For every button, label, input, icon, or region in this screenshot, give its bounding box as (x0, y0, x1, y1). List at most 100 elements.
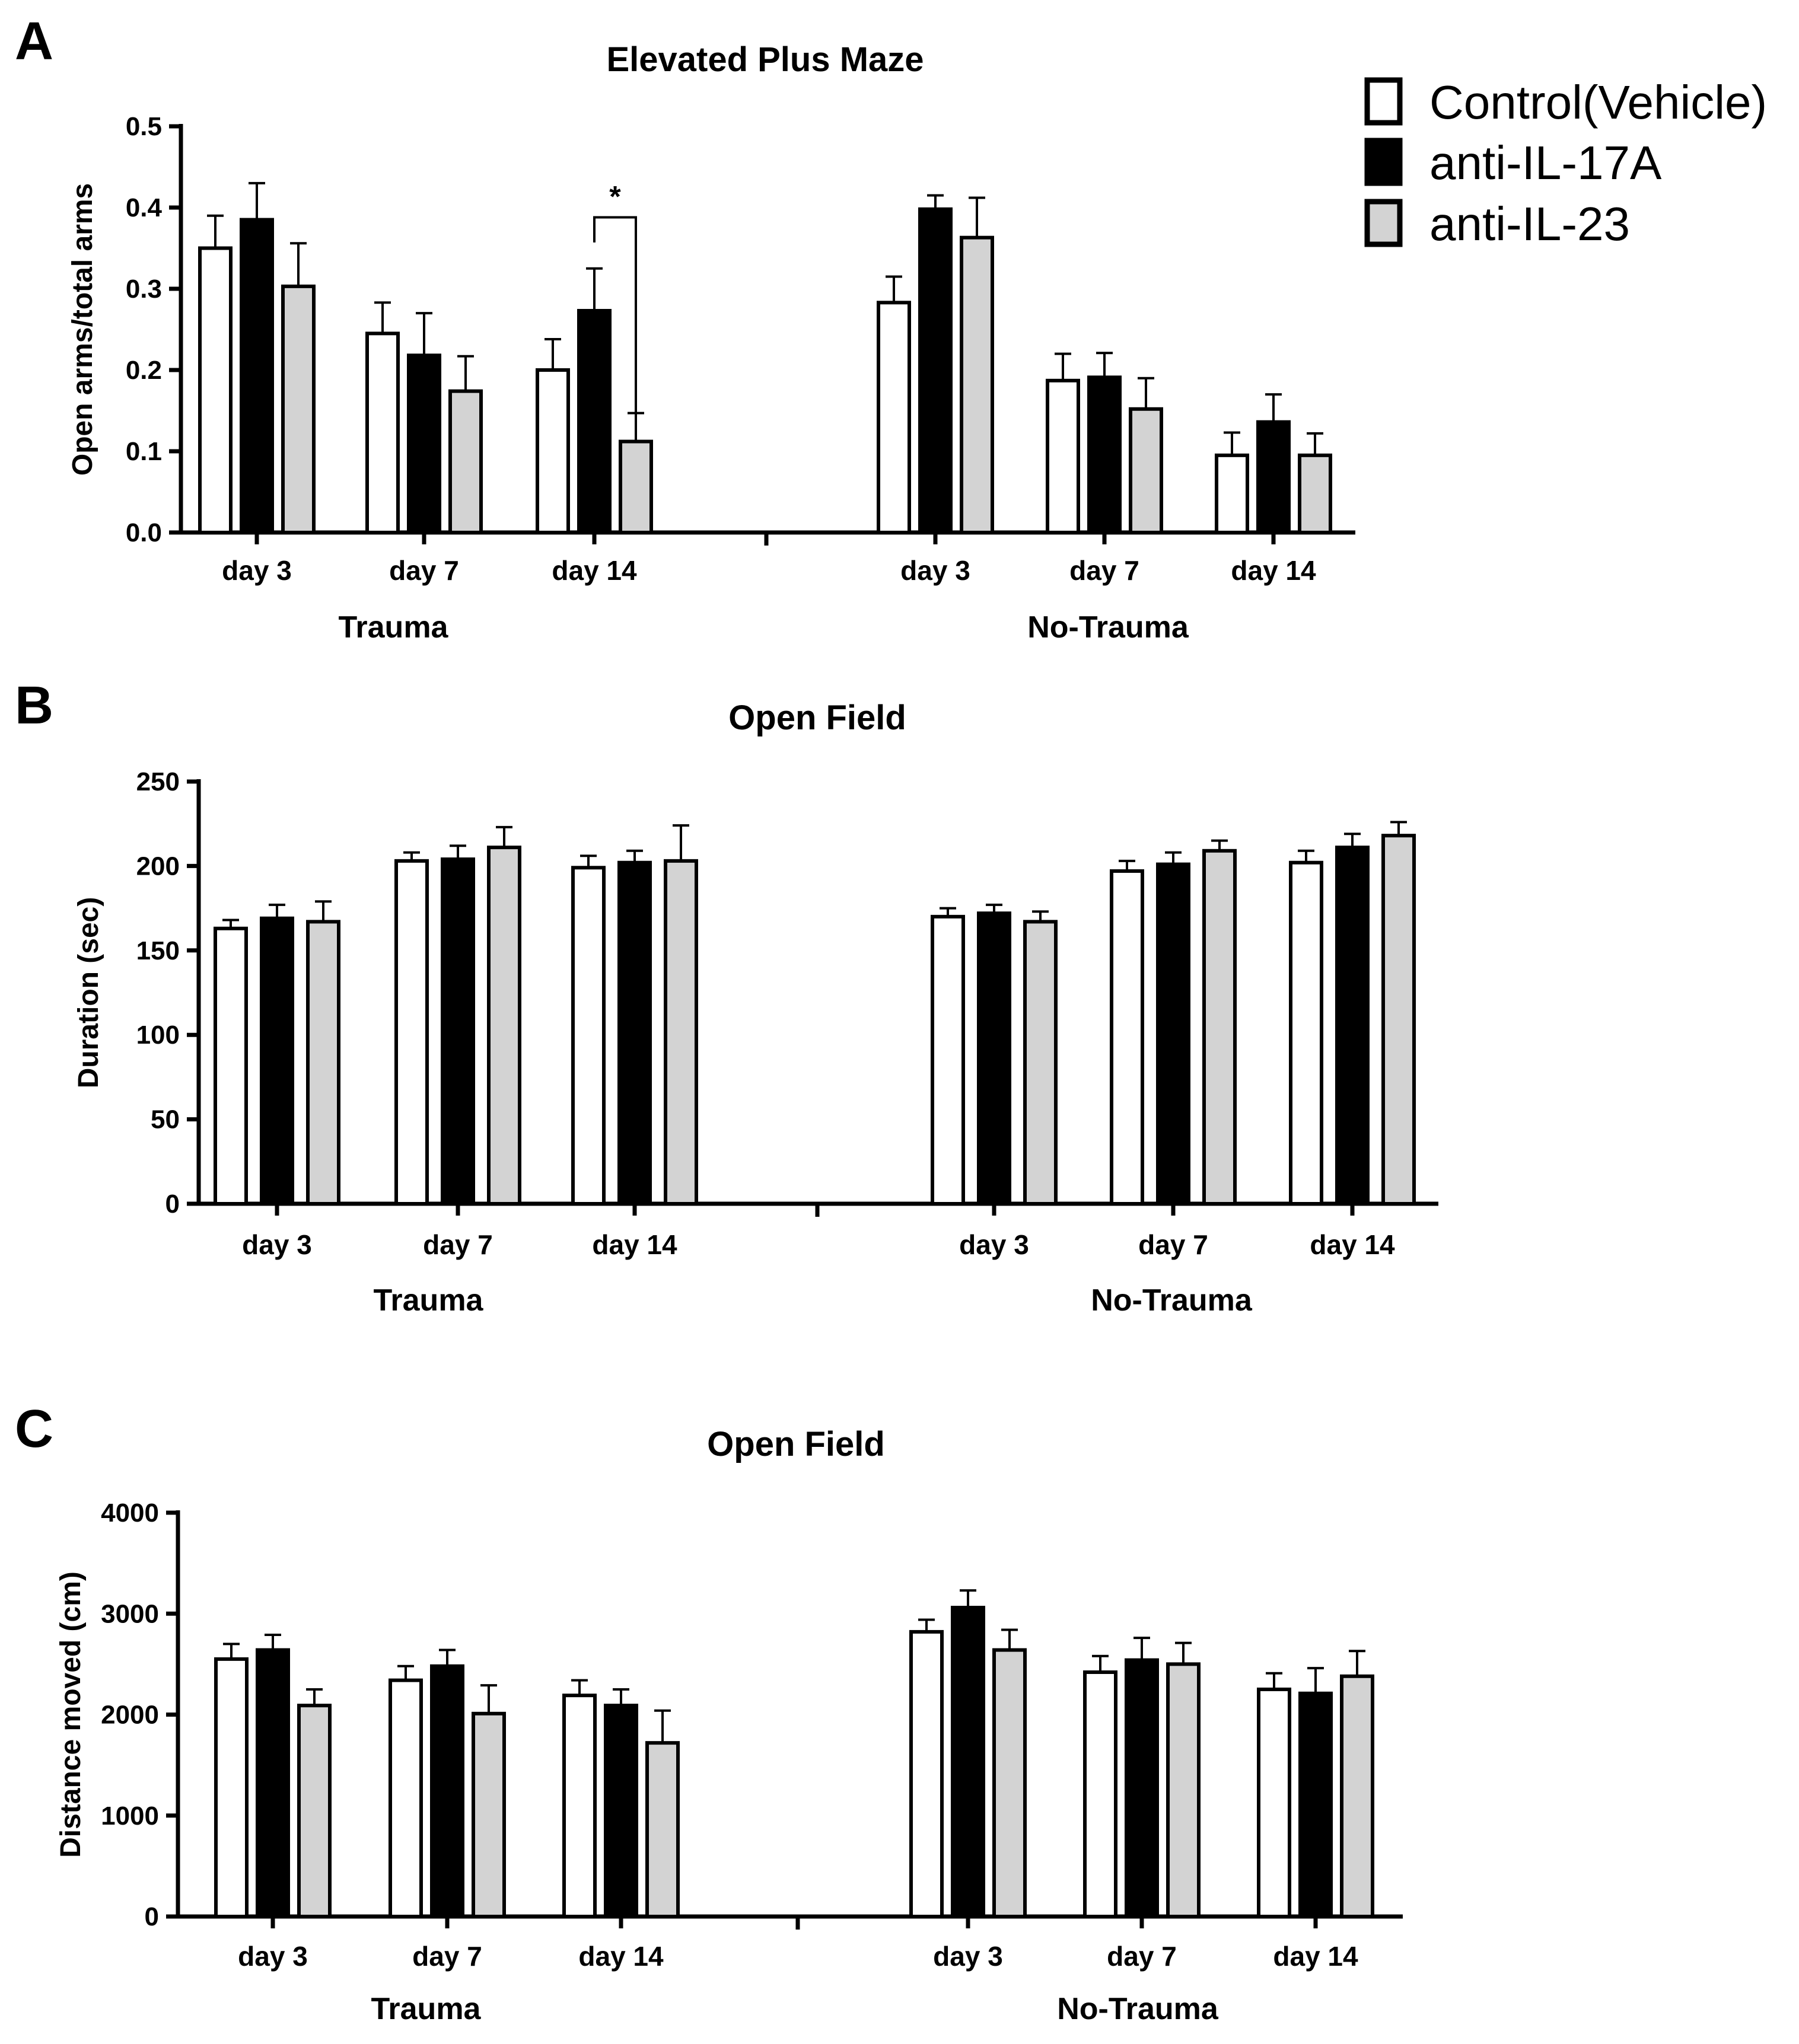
y-tick-label: 2000 (101, 1701, 159, 1730)
legend-swatch-anti-il-17a (1364, 138, 1403, 186)
bar-anti-il-17a (1335, 846, 1370, 1206)
panel-letter-c: C (15, 1399, 53, 1459)
bar-control (1257, 1687, 1291, 1918)
bar-anti-il-23 (281, 284, 316, 534)
bar-anti-il-17a (1256, 420, 1291, 534)
bar-anti-il-17a (1125, 1658, 1159, 1918)
bar-anti-il-17a (430, 1664, 464, 1919)
y-axis-label: Duration (sec) (73, 897, 104, 1089)
bar-anti-il-23 (645, 1741, 680, 1918)
y-tick-label: 150 (136, 936, 180, 965)
bar-anti-il-17a (256, 1648, 290, 1919)
bar-anti-il-23 (1166, 1662, 1201, 1918)
x-group-label: Trauma (371, 1992, 482, 2026)
x-category-label: day 14 (578, 1941, 664, 1972)
x-category-label: day 7 (423, 1229, 493, 1260)
y-axis-label: Open arms/total arms (67, 183, 98, 476)
x-category-label: day 7 (412, 1941, 482, 1972)
y-tick-label: 0 (165, 1190, 180, 1219)
y-tick-label: 100 (136, 1021, 180, 1050)
y-tick-label: 0.3 (126, 275, 162, 304)
bar-anti-il-17a (407, 353, 441, 535)
legend-swatch-control (1364, 77, 1403, 126)
panel-letter-a: A (15, 12, 53, 71)
x-group-label: Trauma (374, 1283, 484, 1318)
bar-control (1215, 453, 1249, 534)
bar-control (394, 859, 429, 1206)
bar-control (909, 1630, 944, 1919)
x-category-label: day 3 (900, 555, 970, 586)
x-category-label: day 7 (1107, 1941, 1177, 1972)
y-tick-label: 250 (136, 767, 180, 796)
bar-anti-il-17a (260, 916, 294, 1206)
x-category-label: day 7 (1138, 1229, 1208, 1260)
bar-anti-il-17a (577, 308, 612, 534)
x-group-label: No-Trauma (1091, 1283, 1253, 1318)
bar-control (214, 1657, 249, 1919)
bar-control (877, 301, 911, 534)
bar-anti-il-23 (306, 920, 340, 1206)
y-tick-label: 0.1 (126, 437, 162, 466)
significance-marker: * (609, 180, 621, 213)
x-category-label: day 3 (242, 1229, 312, 1260)
bar-anti-il-23 (1202, 849, 1237, 1206)
bar-control (214, 926, 248, 1206)
bar-anti-il-23 (960, 235, 994, 534)
x-category-label: day 7 (1069, 555, 1139, 586)
x-category-label: day 7 (389, 555, 459, 586)
y-tick-label: 0 (145, 1902, 159, 1931)
bar-anti-il-17a (240, 218, 274, 534)
bar-anti-il-23 (992, 1648, 1027, 1919)
y-tick-label: 4000 (101, 1498, 159, 1528)
legend-label-anti-il-17a: anti-IL-17A (1429, 136, 1662, 189)
x-category-label: day 14 (1310, 1229, 1395, 1260)
y-tick-label: 0.4 (126, 193, 163, 222)
x-category-label: day 14 (1231, 555, 1316, 586)
x-group-label: No-Trauma (1057, 1992, 1219, 2026)
bar-control (571, 866, 606, 1206)
x-category-label: day 3 (933, 1941, 1003, 1972)
y-tick-label: 200 (136, 852, 180, 881)
bar-anti-il-17a (1298, 1691, 1333, 1919)
bar-anti-il-23 (1023, 920, 1058, 1206)
y-tick-label: 0.2 (126, 356, 162, 385)
bar-anti-il-23 (448, 389, 483, 534)
bar-control (1083, 1670, 1117, 1919)
bar-anti-il-17a (604, 1704, 638, 1918)
bar-control (1289, 860, 1323, 1206)
y-tick-label: 1000 (101, 1801, 159, 1831)
bar-anti-il-23 (1340, 1674, 1374, 1918)
bar-control (198, 246, 233, 534)
bar-anti-il-23 (472, 1711, 506, 1919)
x-category-label: day 3 (959, 1229, 1029, 1260)
bar-control (931, 914, 965, 1206)
bar-anti-il-23 (1298, 453, 1332, 534)
bar-anti-il-17a (1156, 862, 1190, 1206)
chart-elevated-plus-maze: Elevated Plus Maze Open arms/total arms 0.… (67, 40, 1355, 645)
x-group-label: Trauma (339, 610, 449, 645)
bar-anti-il-23 (1129, 407, 1163, 535)
y-axis-label: Distance moved (cm) (55, 1571, 87, 1858)
y-tick-label: 50 (151, 1105, 180, 1134)
x-category-label: day 14 (1273, 1941, 1358, 1972)
bar-control (1110, 869, 1144, 1206)
y-tick-label: 0.5 (126, 112, 162, 141)
y-tick-label: 0.0 (126, 518, 162, 547)
x-group-label: No-Trauma (1027, 610, 1189, 645)
bar-anti-il-23 (297, 1704, 332, 1918)
bar-control (536, 368, 570, 534)
x-category-label: day 14 (552, 555, 637, 586)
bar-anti-il-23 (664, 859, 698, 1206)
bar-anti-il-23 (487, 846, 521, 1206)
legend-label-control: Control(Vehicle) (1429, 76, 1767, 129)
chart-open-field-distance: Open Field Distance moved (cm) 0 1000 2000 30… (55, 1425, 1403, 2026)
panel-letter-b: B (15, 676, 53, 735)
x-category-label: day 3 (238, 1941, 308, 1972)
bar-anti-il-17a (617, 860, 652, 1206)
bar-anti-il-17a (441, 857, 475, 1206)
y-tick-label: 3000 (101, 1599, 159, 1628)
x-category-label: day 14 (592, 1229, 677, 1260)
bar-anti-il-17a (977, 911, 1011, 1206)
bar-anti-il-23 (1381, 834, 1416, 1206)
